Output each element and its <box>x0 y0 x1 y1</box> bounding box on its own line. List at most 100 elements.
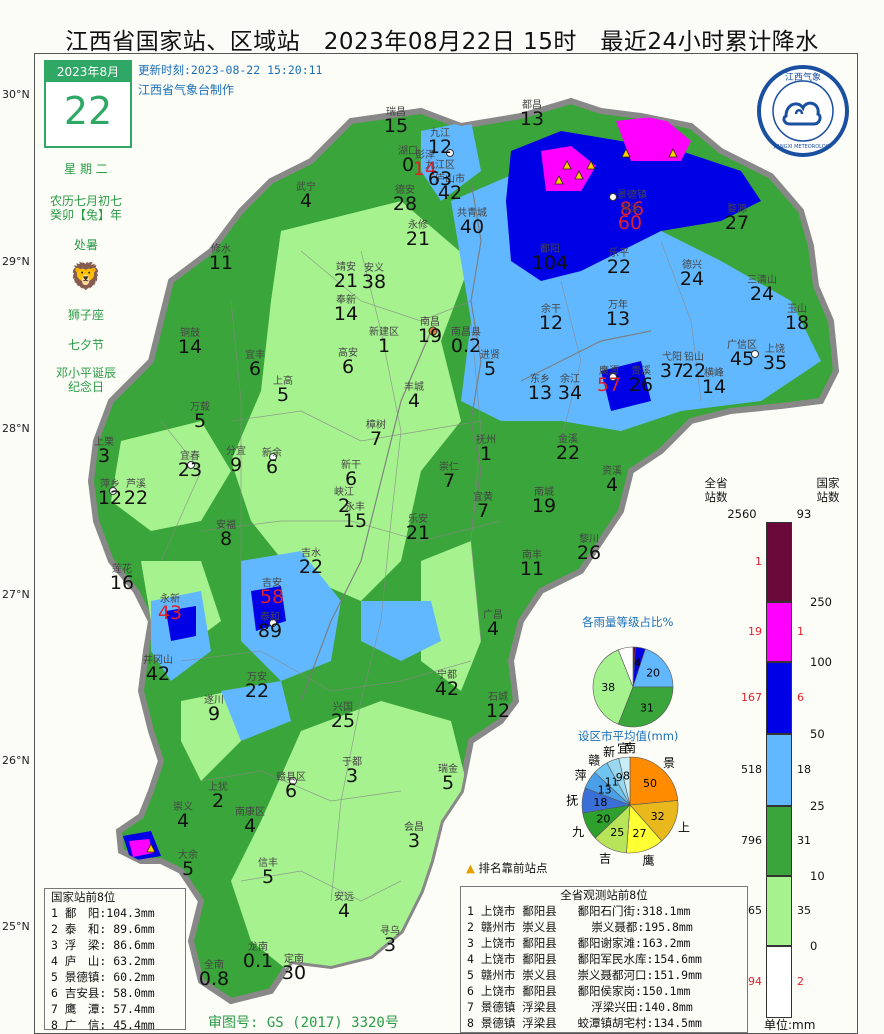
station-name: 崇义 <box>173 802 193 813</box>
station-name: 玉山 <box>787 304 807 315</box>
station-name: 南昌 <box>420 317 440 328</box>
station-value: 22 <box>681 360 707 382</box>
legend-threshold: 50 <box>810 727 825 741</box>
station-value: 3 <box>345 765 359 787</box>
station-value: 14 <box>333 303 359 325</box>
station-name: 上饶 <box>765 344 785 355</box>
festival: 七夕节 <box>67 338 104 352</box>
station-name: 余江 <box>560 374 580 385</box>
lat-label-26: 26°N <box>2 754 30 767</box>
legend-count-right: 6 <box>797 691 804 704</box>
producer: 江西省气象台制作 <box>138 83 235 97</box>
station-value: 24 <box>749 283 775 305</box>
station-name: 共青城 <box>457 208 487 219</box>
pie-city-name: 景 <box>663 756 675 770</box>
map-svg <box>35 54 857 1033</box>
national-top8-row: 2 泰 和: 89.6mm <box>51 922 155 936</box>
station-name: 高安 <box>338 348 358 359</box>
pie2-title: 设区市平均值(mm) <box>578 729 679 743</box>
station-name: 瑞昌 <box>386 107 406 118</box>
station-value: 12 <box>485 700 511 722</box>
station-name: 大余 <box>178 850 198 861</box>
station-value: 34 <box>557 382 583 404</box>
legend-hdr-left: 全省 站数 <box>694 476 738 504</box>
station-name: 芦溪 <box>126 479 146 490</box>
station-value: 26 <box>628 374 654 396</box>
triangle-icon: ▲ <box>466 861 475 875</box>
station-value: 0.1 <box>242 950 274 972</box>
legend-threshold: 250 <box>810 595 832 609</box>
station-name: 兴国 <box>333 702 353 713</box>
station-value: 22 <box>298 556 324 578</box>
pie-city-name: 南 <box>624 740 636 755</box>
province-top8-row: 2 赣州市 崇义县 崇义聂都:195.8mm <box>467 920 693 934</box>
legend-count-left: 1 <box>755 555 762 568</box>
legend-count-right: 1 <box>797 625 804 638</box>
station-value: 12 <box>427 136 453 158</box>
station-value: 5 <box>261 866 275 888</box>
station-value: 15 <box>383 115 409 137</box>
station-value: 4 <box>243 815 257 837</box>
pie-city-name: 抚 <box>566 793 578 807</box>
pie-label: 50 <box>643 777 657 790</box>
station-value: 5 <box>193 410 207 432</box>
weekday: 星 期 二 <box>64 162 108 176</box>
legend-count-right: 2 <box>797 975 804 988</box>
station-value: 38 <box>361 271 387 293</box>
legend-hdr-right-2: 站数 <box>816 490 840 504</box>
legend-swatch <box>766 876 792 946</box>
pie-city-name: 吉 <box>599 851 611 865</box>
station-name: 彭泽 <box>415 150 435 161</box>
station-value: 5 <box>483 358 497 380</box>
station-name: 余干 <box>541 304 561 315</box>
station-value: 4 <box>176 810 190 832</box>
station-value: 25 <box>330 710 356 732</box>
legend-hdr-left-2: 站数 <box>704 490 728 504</box>
station-name: 安福 <box>216 520 236 531</box>
station-name: 万载 <box>190 402 210 413</box>
legend-threshold: 100 <box>810 655 832 669</box>
station-name: 莲花 <box>112 564 132 575</box>
station-value: 12 <box>538 312 564 334</box>
station-name: 宜春 <box>180 451 200 462</box>
station-value: 19 <box>417 325 443 347</box>
lion-icon: 🦁 <box>69 262 103 292</box>
station-name: 永丰 <box>345 502 365 513</box>
station-name: 定南 <box>284 954 304 965</box>
station-value: 43 <box>157 602 183 624</box>
legend-hdr-left-1: 全省 <box>704 476 728 490</box>
station-name: 湖口 <box>398 146 418 157</box>
pie-label: 4 <box>634 657 641 670</box>
station-value: 60 <box>617 212 643 234</box>
pie2-chart: 50 景 32 上 27 鹰 25 吉 20 九 18 抚 13 萍 11 赣 9新8 宜南 <box>566 740 690 868</box>
province-top8-row: 1 上饶市 鄱阳县 鄱阳石门街:318.1mm <box>467 904 691 918</box>
lat-label-29: 29°N <box>2 255 30 268</box>
station-value: 3 <box>407 830 421 852</box>
lunar-year: 癸卯【兔】年 <box>49 208 122 222</box>
station-value: 6 <box>344 468 358 490</box>
station-name: 遂川 <box>204 695 224 706</box>
legend-hdr-right: 国家 站数 <box>806 476 850 504</box>
station-name: 乐平 <box>609 248 629 259</box>
map-title: 江西省国家站、区域站 2023年08月22日 15时 最近24小时累计降水 <box>65 29 819 55</box>
station-value: 22 <box>555 442 581 464</box>
station-value: 5 <box>441 772 455 794</box>
pie-label: 9 <box>616 771 623 784</box>
station-name: 广昌 <box>483 610 503 621</box>
solar-term: 处暑 <box>73 238 98 252</box>
legend-count-right: 18 <box>797 763 811 776</box>
station-value: 11 <box>519 558 545 580</box>
province-top8-row: 5 赣州市 崇义县 崇义聂都河口:151.9mm <box>467 968 702 982</box>
legend-count-left: 167 <box>741 691 762 704</box>
station-value: 6 <box>341 356 355 378</box>
station-name: 崇仁 <box>439 462 459 473</box>
pie-label: 20 <box>596 812 610 825</box>
station-name: 信丰 <box>258 858 278 869</box>
lunar-date: 农历七月初七 <box>49 194 122 208</box>
station-value: 6 <box>265 456 279 478</box>
station-value: 4 <box>605 474 619 496</box>
national-top8-row: 4 庐 山: 63.2mm <box>51 954 155 968</box>
station-name: 上高 <box>273 376 293 387</box>
station-value: 57 <box>596 374 622 396</box>
pie-slice <box>592 649 634 725</box>
